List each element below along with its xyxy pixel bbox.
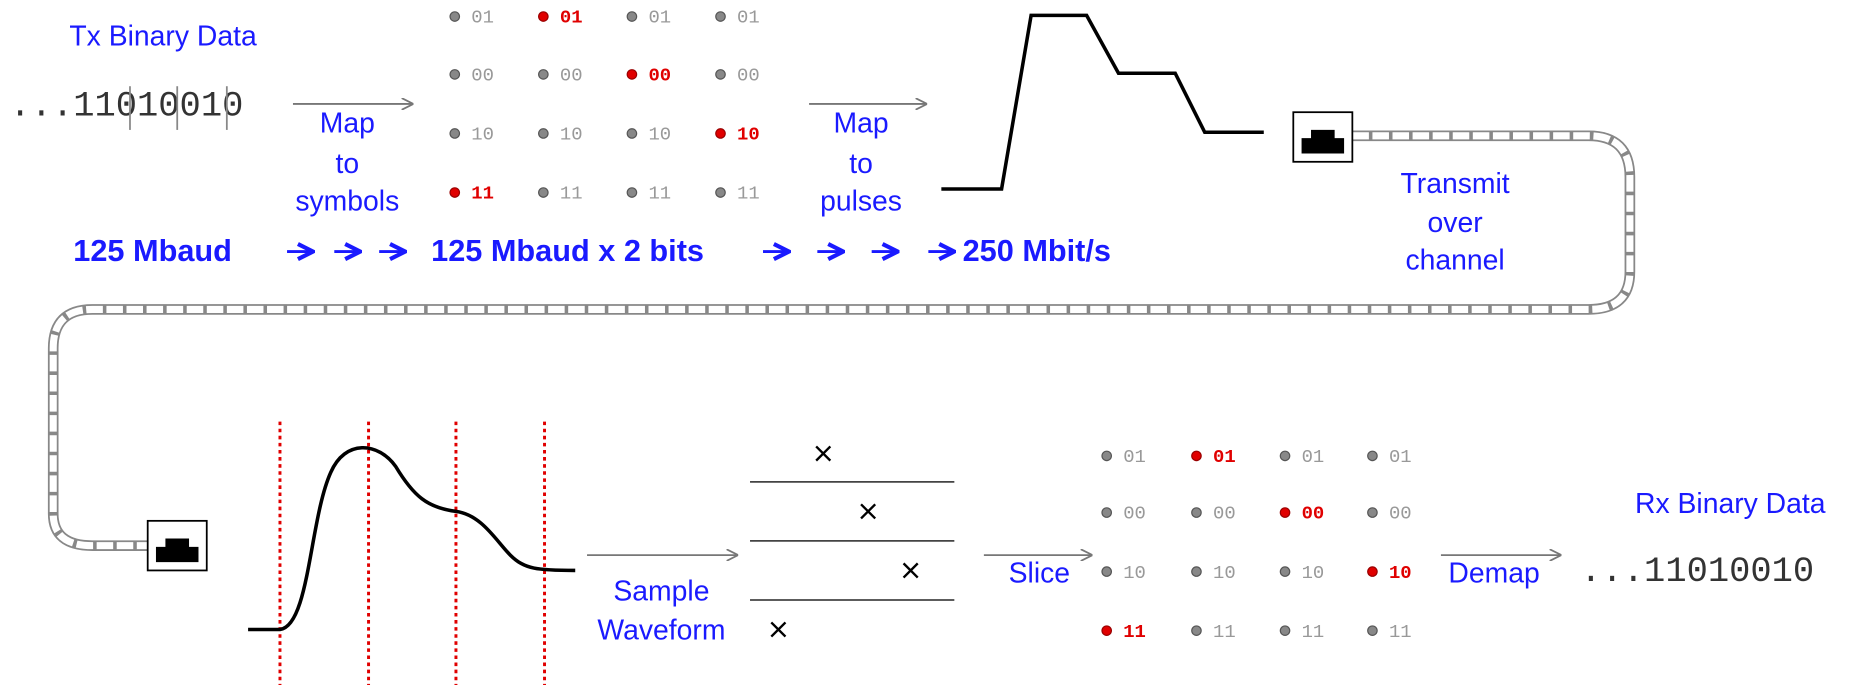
symbol-label: 10 xyxy=(648,124,671,146)
symbol-dot xyxy=(1367,566,1378,577)
step-label: Sample xyxy=(613,575,709,607)
symbol-label: 00 xyxy=(471,65,494,87)
symbol-dot xyxy=(1191,507,1202,518)
symbol-dot xyxy=(715,69,726,80)
step-label: Demap xyxy=(1448,558,1539,590)
step-label: pulses xyxy=(820,186,902,218)
symbol-label: 01 xyxy=(1302,446,1325,468)
sample-lines xyxy=(278,421,547,685)
symbol-dot xyxy=(1367,625,1378,636)
thresholds xyxy=(750,480,955,601)
symbol-label: 01 xyxy=(560,7,583,29)
symbol-dot xyxy=(449,69,461,80)
symbol-dot xyxy=(1191,450,1202,462)
symbol-dot xyxy=(715,11,726,22)
symbol-dot xyxy=(538,69,549,80)
symbol-label: 00 xyxy=(1123,503,1146,525)
symbol-dot xyxy=(715,128,726,139)
rx-label: Rx Binary Data xyxy=(1635,488,1826,520)
symbol-dot xyxy=(449,187,461,198)
cable-twist xyxy=(49,132,1634,550)
symbol-label: 10 xyxy=(1213,562,1236,584)
symbol-dot xyxy=(1279,566,1291,577)
symbol-dot xyxy=(449,11,461,22)
pulse xyxy=(941,13,1264,191)
symbol-label: 11 xyxy=(1302,621,1325,643)
rate: 125 Mbaud x 2 bits xyxy=(431,233,704,268)
symbol-dot xyxy=(626,11,638,22)
symbol-dot xyxy=(626,187,638,198)
symbol-label: 11 xyxy=(648,183,671,205)
symbol-dot xyxy=(1367,450,1378,462)
step-label: over xyxy=(1428,207,1483,239)
connector-tx xyxy=(1292,111,1354,163)
bit-separators xyxy=(129,86,228,130)
rate: 250 Mbit/s xyxy=(963,233,1111,268)
symbol-label: 01 xyxy=(1389,446,1412,468)
symbol-label: 10 xyxy=(1302,562,1325,584)
symbol-dot xyxy=(715,187,726,198)
step-label: to xyxy=(849,148,873,180)
connector-rx xyxy=(146,519,208,572)
symbol-label: 10 xyxy=(1123,562,1146,584)
symbol-dot xyxy=(1191,625,1202,636)
step-label: Waveform xyxy=(597,614,725,646)
symbol-dot xyxy=(449,128,461,139)
symbol-dot xyxy=(538,128,549,139)
symbol-label: 10 xyxy=(737,124,760,146)
symbol-label: 11 xyxy=(471,183,494,205)
symbol-dot xyxy=(626,69,638,80)
symbol-dot xyxy=(1367,507,1378,518)
step-label: symbols xyxy=(295,186,399,218)
step-label: Transmit xyxy=(1401,168,1510,200)
symbol-dot xyxy=(1191,566,1202,577)
symbol-label: 11 xyxy=(1123,621,1146,643)
symbol-label: 01 xyxy=(1213,446,1236,468)
symbol-label: 10 xyxy=(560,124,583,146)
symbol-label: 11 xyxy=(560,183,583,205)
symbol-label: 01 xyxy=(1123,446,1146,468)
symbol-dot xyxy=(1279,507,1291,518)
step-label: Map xyxy=(320,108,375,140)
step-label: Map xyxy=(833,108,888,140)
step-label: channel xyxy=(1405,245,1504,277)
symbol-dot xyxy=(1279,625,1291,636)
symbol-label: 00 xyxy=(648,65,671,87)
symbol-label: 00 xyxy=(560,65,583,87)
symbol-label: 00 xyxy=(1302,503,1325,525)
symbol-label: 11 xyxy=(1213,621,1236,643)
symbol-label: 10 xyxy=(1389,562,1412,584)
symbol-dot xyxy=(626,128,638,139)
step-label: to xyxy=(335,148,359,180)
samples xyxy=(770,445,919,638)
symbol-label: 00 xyxy=(1389,503,1412,525)
rx-bits: ...11010010 xyxy=(1580,552,1814,592)
symbol-label: 11 xyxy=(737,183,760,205)
symbol-label: 10 xyxy=(471,124,494,146)
symbol-dot xyxy=(1279,450,1291,462)
step-label: Slice xyxy=(1009,558,1070,590)
symbol-label: 00 xyxy=(1213,503,1236,525)
symbol-label: 11 xyxy=(1389,621,1412,643)
symbol-dot xyxy=(1101,507,1113,518)
symbol-dot xyxy=(1101,566,1113,577)
tx-bits: ...11010010 xyxy=(10,87,244,127)
symbol-label: 01 xyxy=(737,7,760,29)
tx-label: Tx Binary Data xyxy=(69,20,257,52)
symbol-dot xyxy=(538,187,549,198)
symbol-label: 00 xyxy=(737,65,760,87)
symbol-dot xyxy=(1101,450,1113,462)
symbol-dot xyxy=(538,11,549,22)
symbol-label: 01 xyxy=(471,7,494,29)
rate: 125 Mbaud xyxy=(73,233,232,268)
received-waveform xyxy=(248,445,576,632)
symbol-label: 01 xyxy=(648,7,671,29)
symbol-dot xyxy=(1101,625,1113,636)
